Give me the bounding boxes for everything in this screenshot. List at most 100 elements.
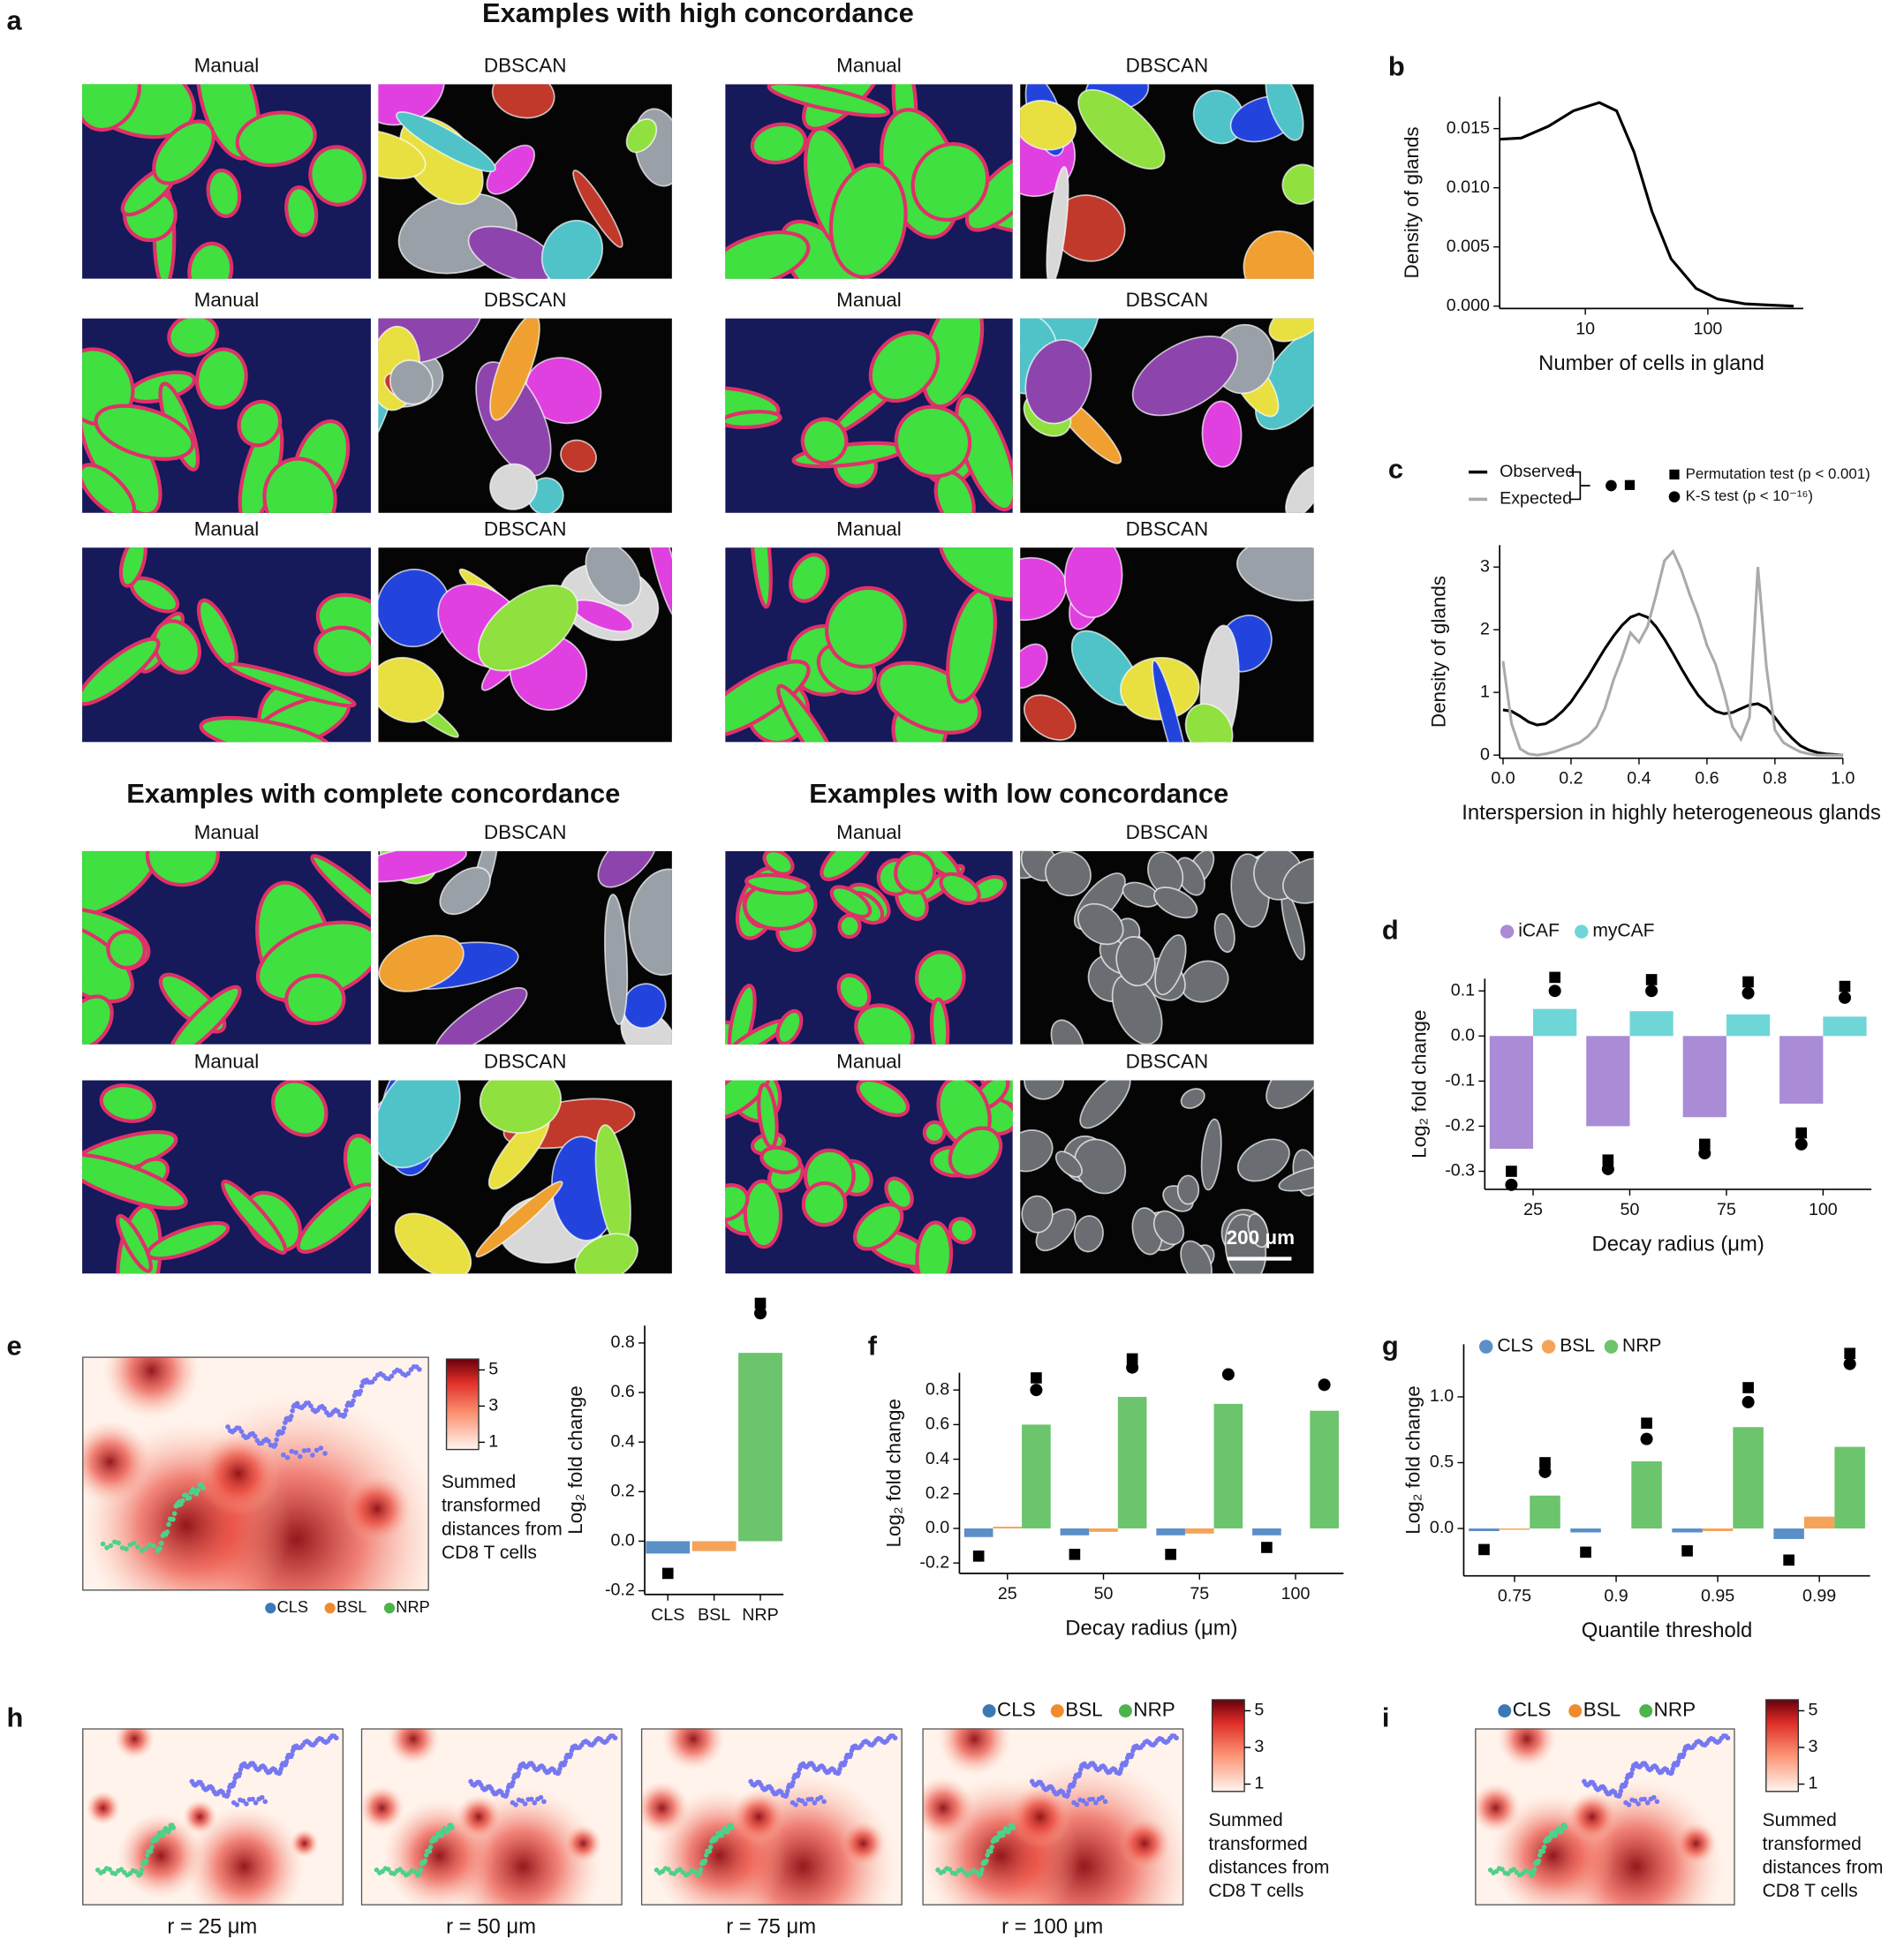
dbscan-image	[378, 84, 672, 279]
bar	[1702, 1528, 1734, 1532]
cell-point	[1540, 1848, 1546, 1854]
cell-point	[947, 1867, 953, 1872]
cell-point	[989, 1845, 994, 1850]
panel-caption: r = 75 μm	[726, 1914, 816, 1938]
colorbar-label-box: Summed transformed distances from CD8 T …	[1208, 1810, 1329, 1902]
y-tick-label: 0.8	[926, 1379, 949, 1399]
legend-label: BSL	[1583, 1699, 1621, 1721]
cluster	[1073, 1215, 1104, 1253]
ks-marker	[1318, 1378, 1331, 1392]
cluster	[491, 84, 555, 119]
gland	[284, 185, 319, 238]
legend-label: CLS	[1513, 1699, 1552, 1721]
gland	[82, 1152, 188, 1211]
gland	[775, 1008, 804, 1045]
gland	[948, 1126, 1003, 1179]
legend-square	[1624, 479, 1636, 490]
cell-point	[1118, 1766, 1124, 1772]
dbscan-image	[378, 1080, 672, 1274]
cluster	[1184, 703, 1234, 743]
gland	[829, 885, 873, 919]
cell-point	[1547, 1834, 1553, 1840]
image-label: Manual	[194, 1051, 260, 1073]
y-tick-label: 2	[1480, 619, 1490, 638]
gland	[820, 850, 875, 881]
legend-label: K-S test (p < 10⁻¹⁶)	[1686, 487, 1813, 504]
heatmap-border	[1475, 1728, 1735, 1905]
x-tick-label: 0.2	[1559, 769, 1583, 789]
gland	[922, 1120, 947, 1145]
density-blob	[841, 1821, 886, 1867]
cell-point	[1080, 1798, 1086, 1804]
cluster	[1079, 1080, 1131, 1129]
cell-point	[1670, 1766, 1675, 1772]
cell-point	[160, 1832, 166, 1838]
cluster	[439, 866, 491, 916]
y-tick-label: 0.000	[1447, 296, 1490, 315]
cell-point	[513, 1802, 518, 1807]
cell-point	[1644, 1800, 1651, 1806]
cell-point	[1077, 1770, 1083, 1777]
cell-point	[133, 1868, 139, 1875]
cell-point	[714, 1834, 720, 1840]
x-tick-label: 0.8	[1763, 769, 1787, 789]
permutation-marker	[661, 1567, 674, 1580]
image-label: DBSCAN	[484, 1051, 567, 1073]
section-title: Examples with low concordance	[809, 778, 1228, 809]
cell-point	[158, 1540, 164, 1546]
gland	[937, 547, 1013, 601]
bar	[1469, 1528, 1500, 1532]
y-tick-label: 1	[1480, 682, 1490, 701]
cluster	[1281, 163, 1314, 205]
gland	[206, 168, 242, 218]
cluster	[489, 463, 538, 510]
cell-point	[1642, 1796, 1648, 1802]
gland	[296, 1182, 371, 1254]
bar	[1156, 1528, 1185, 1536]
cell-point	[1066, 1788, 1072, 1794]
permutation-marker	[1549, 971, 1560, 984]
gland	[789, 553, 830, 603]
x-tick-label: BSL	[698, 1605, 730, 1625]
cell-point	[538, 1794, 544, 1800]
cell-point	[278, 1766, 284, 1772]
panel-letter: g	[1382, 1331, 1399, 1362]
cell-point	[170, 1825, 177, 1830]
cell-point	[389, 1373, 395, 1379]
legend-label: iCAF	[1518, 921, 1560, 941]
legend-swatch	[383, 1603, 396, 1614]
heatmap-border	[360, 1728, 623, 1905]
legend-swatch	[1118, 1704, 1132, 1718]
cell-point	[719, 1832, 725, 1838]
y-axis-label: Density of glands	[1401, 126, 1423, 278]
cell-point	[385, 1867, 391, 1872]
cell-point	[978, 1871, 984, 1876]
cell-point	[522, 1801, 528, 1807]
cell-point	[439, 1832, 445, 1838]
bar	[1629, 1011, 1674, 1037]
cluster	[604, 894, 629, 1026]
bar	[1310, 1410, 1339, 1528]
dbscan-image	[378, 850, 672, 1045]
cell-point	[1099, 1794, 1105, 1800]
cluster	[1024, 694, 1077, 741]
cell-point	[1636, 1801, 1641, 1807]
permutation-marker	[1539, 1457, 1551, 1468]
legend-circle	[1668, 491, 1681, 502]
cell-point	[1618, 1788, 1624, 1794]
gland	[800, 417, 849, 465]
colorbar-label: Summed transformed distances from CD8 T …	[441, 1471, 563, 1564]
cell-point	[423, 1853, 429, 1858]
density-blob	[456, 1794, 502, 1840]
cell-point	[1559, 1826, 1565, 1832]
cell-point	[308, 1403, 314, 1409]
ks-marker	[1548, 985, 1561, 998]
dbscan-image	[1020, 547, 1314, 743]
cluster	[477, 585, 578, 672]
legend-swatch	[1500, 924, 1515, 939]
cell-point	[1541, 1845, 1547, 1850]
gland	[725, 410, 782, 429]
cell-point	[985, 1853, 990, 1858]
